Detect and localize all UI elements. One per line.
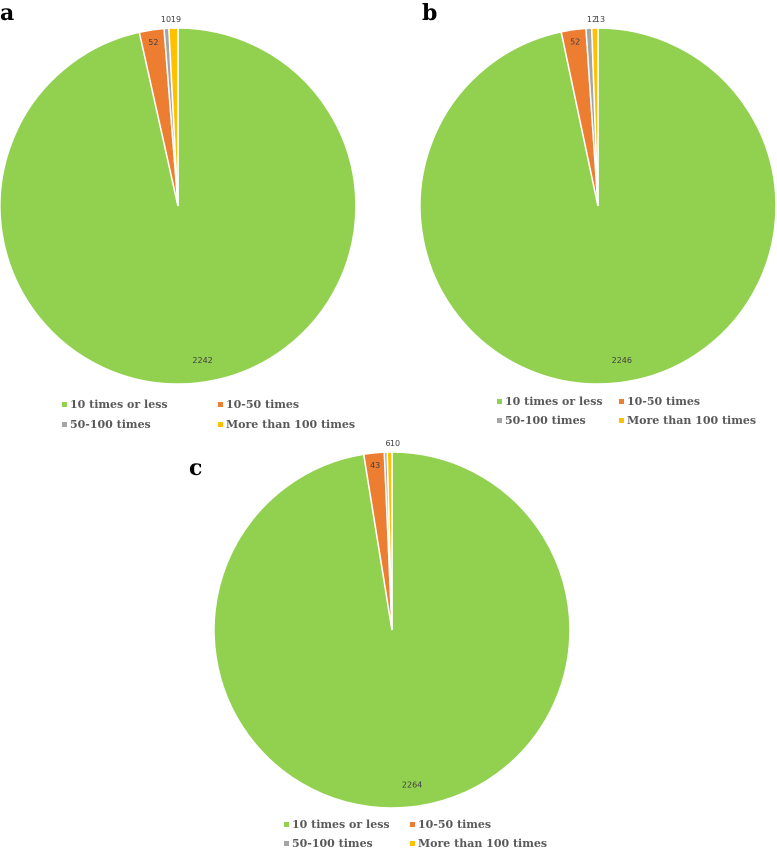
data-label-b-1: 2246 <box>612 356 632 365</box>
pie-chart-c: c 2264 43 6 10 10 times or less 10-50 times 50-… <box>189 439 571 850</box>
data-label-c-2: 43 <box>370 461 380 470</box>
legend-entry-a-1: 10 times or less <box>70 398 168 411</box>
legend-swatch-c-3 <box>284 841 289 846</box>
legend-entry-a-2: 10-50 times <box>226 398 299 411</box>
legend-swatch-c-4 <box>410 841 415 846</box>
panel-letter-a: a <box>0 0 14 26</box>
data-label-c-4: 10 <box>390 439 400 448</box>
legend-swatch-b-4 <box>619 418 624 423</box>
legend-swatch-b-3 <box>497 418 502 423</box>
legend-entry-c-4: More than 100 times <box>418 837 547 850</box>
legend-entry-c-3: 50-100 times <box>292 837 373 850</box>
panel-letter-b: b <box>422 0 437 26</box>
pie-slice-a-4 <box>168 27 179 207</box>
legend-entry-c-2: 10-50 times <box>418 818 491 831</box>
legend-entry-a-3: 50-100 times <box>70 418 151 431</box>
pie-slice-b-4 <box>590 27 599 207</box>
legend-swatch-b-2 <box>619 399 624 404</box>
legend-entry-a-4: More than 100 times <box>226 418 355 431</box>
legend-entry-b-4: More than 100 times <box>627 414 756 427</box>
legend-swatch-c-2 <box>410 822 415 827</box>
data-label-c-1: 2264 <box>402 781 422 790</box>
data-label-c-3: 6 <box>385 439 390 448</box>
legend-swatch-a-1 <box>62 402 67 407</box>
legend-swatch-a-4 <box>218 422 223 427</box>
data-label-b-2: 52 <box>570 38 580 47</box>
legend-swatch-a-2 <box>218 402 223 407</box>
data-label-a-1: 2242 <box>192 356 212 365</box>
legend-entry-b-2: 10-50 times <box>627 395 700 408</box>
data-label-a-3: 10 <box>161 15 171 24</box>
pie-chart-a: a 2242 52 10 19 10 times or less 10-50 times 50… <box>0 0 357 431</box>
legend-swatch-a-3 <box>62 422 67 427</box>
data-label-a-4: 19 <box>171 15 181 24</box>
legend-swatch-b-1 <box>497 399 502 404</box>
data-label-b-4: 13 <box>595 15 605 24</box>
legend-entry-c-1: 10 times or less <box>292 818 390 831</box>
legend-entry-b-3: 50-100 times <box>505 414 586 427</box>
panel-letter-c: c <box>189 455 202 481</box>
pie-slice-c-4 <box>386 451 393 631</box>
data-label-a-2: 52 <box>148 38 158 47</box>
legend-entry-b-1: 10 times or less <box>505 395 603 408</box>
data-label-b-3: 12 <box>587 15 597 24</box>
legend-swatch-c-1 <box>284 822 289 827</box>
